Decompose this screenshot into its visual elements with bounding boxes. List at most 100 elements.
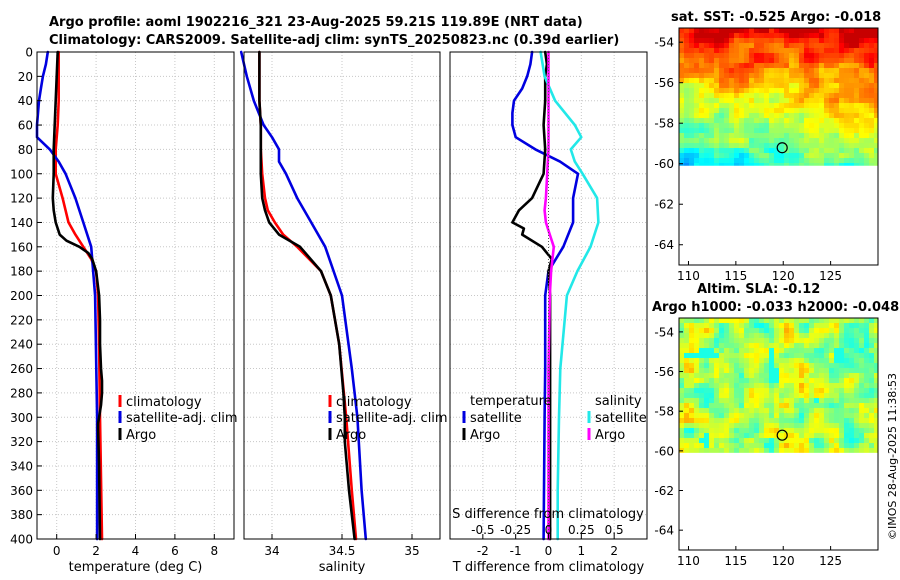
map-cell [724, 343, 729, 348]
map-cell [724, 433, 729, 438]
map-cell [749, 113, 754, 118]
legend-temp-argo-label: Argo [470, 428, 500, 443]
map-cell [769, 88, 774, 93]
map-cell [684, 338, 689, 343]
map-cell [804, 408, 809, 413]
map-cell [839, 123, 844, 128]
map-cell [704, 38, 709, 43]
map-cell [684, 118, 689, 123]
map-cell [679, 88, 684, 93]
x-tick-label: 1 [578, 544, 586, 558]
map-cell [829, 443, 834, 448]
map-cell [869, 128, 874, 133]
map-cell [869, 423, 874, 428]
map-cell [784, 63, 789, 68]
map-cell [869, 333, 874, 338]
map-cell [804, 318, 809, 323]
map-cell [769, 323, 774, 328]
map-cell [819, 448, 824, 453]
map-cell [859, 318, 864, 323]
map-cell [809, 163, 814, 166]
map-cell [754, 318, 759, 323]
map-cell [799, 148, 804, 153]
map-cell [704, 373, 709, 378]
map-cell [739, 43, 744, 48]
map-cell [709, 363, 714, 368]
map-cell [859, 83, 864, 88]
map-cell [829, 363, 834, 368]
map-cell [839, 93, 844, 98]
map-cell [774, 103, 779, 108]
map-cell [874, 143, 878, 148]
map-cell [869, 353, 874, 358]
map-cell [789, 33, 794, 38]
map-cell [824, 28, 829, 33]
map-cell [839, 38, 844, 43]
map-cell [769, 413, 774, 418]
map-cell [799, 128, 804, 133]
map-cell [834, 338, 839, 343]
map-cell [749, 68, 754, 73]
map-cell [839, 153, 844, 158]
map-cell [684, 433, 689, 438]
map-cell [854, 343, 859, 348]
map-cell [754, 408, 759, 413]
map-cell [764, 383, 769, 388]
map-cell [744, 353, 749, 358]
map-cell [799, 123, 804, 128]
map-cell [724, 43, 729, 48]
map-cell [864, 403, 869, 408]
map-cell [694, 433, 699, 438]
map-cell [739, 123, 744, 128]
map-cell [679, 83, 684, 88]
map-cell [789, 448, 794, 453]
map-cell [809, 343, 814, 348]
top-x-tick-label: 0 [545, 523, 553, 537]
map-cell [719, 123, 724, 128]
map-cell [749, 358, 754, 363]
map-cell [864, 363, 869, 368]
map-cell [774, 48, 779, 53]
map-cell [719, 163, 724, 166]
map-cell [839, 28, 844, 33]
map-cell [829, 103, 834, 108]
map-cell [759, 148, 764, 153]
map-cell [789, 38, 794, 43]
map-cell [694, 353, 699, 358]
map-cell [869, 378, 874, 383]
map-cell [784, 353, 789, 358]
map-cell [679, 388, 684, 393]
map-cell [714, 408, 719, 413]
map-cell [754, 378, 759, 383]
map-cell [849, 338, 854, 343]
map-cell [734, 408, 739, 413]
map-cell [744, 53, 749, 58]
map-cell [774, 78, 779, 83]
map-cell [839, 48, 844, 53]
y-tick-label: 260 [10, 362, 33, 376]
map-cell [684, 358, 689, 363]
map-cell [839, 328, 844, 333]
x-tick-label: 35 [404, 544, 419, 558]
map-cell [839, 73, 844, 78]
map-cell [794, 343, 799, 348]
map-cell [799, 428, 804, 433]
map-cell [839, 118, 844, 123]
map-cell [699, 378, 704, 383]
map-cell [769, 443, 774, 448]
map-cell [844, 368, 849, 373]
map-cell [719, 118, 724, 123]
map-cell [789, 383, 794, 388]
map-cell [809, 68, 814, 73]
map-cell [734, 103, 739, 108]
map-cell [724, 158, 729, 163]
y-tick-label: 380 [10, 508, 33, 522]
map-cell [689, 353, 694, 358]
map-cell [834, 333, 839, 338]
map-cell [704, 133, 709, 138]
map-cell [814, 353, 819, 358]
map-cell [714, 338, 719, 343]
map-cell [704, 128, 709, 133]
map-cell [874, 378, 878, 383]
map-cell [809, 393, 814, 398]
